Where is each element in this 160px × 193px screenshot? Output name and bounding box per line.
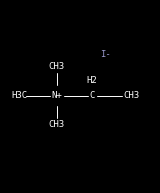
Text: N+: N+ — [51, 91, 62, 100]
Text: CH3: CH3 — [49, 120, 65, 129]
Text: C: C — [89, 91, 95, 100]
Text: H2: H2 — [87, 76, 97, 85]
Text: H3C: H3C — [11, 91, 27, 100]
Text: I-: I- — [100, 50, 111, 59]
Text: CH3: CH3 — [49, 62, 65, 71]
Text: CH3: CH3 — [123, 91, 139, 100]
